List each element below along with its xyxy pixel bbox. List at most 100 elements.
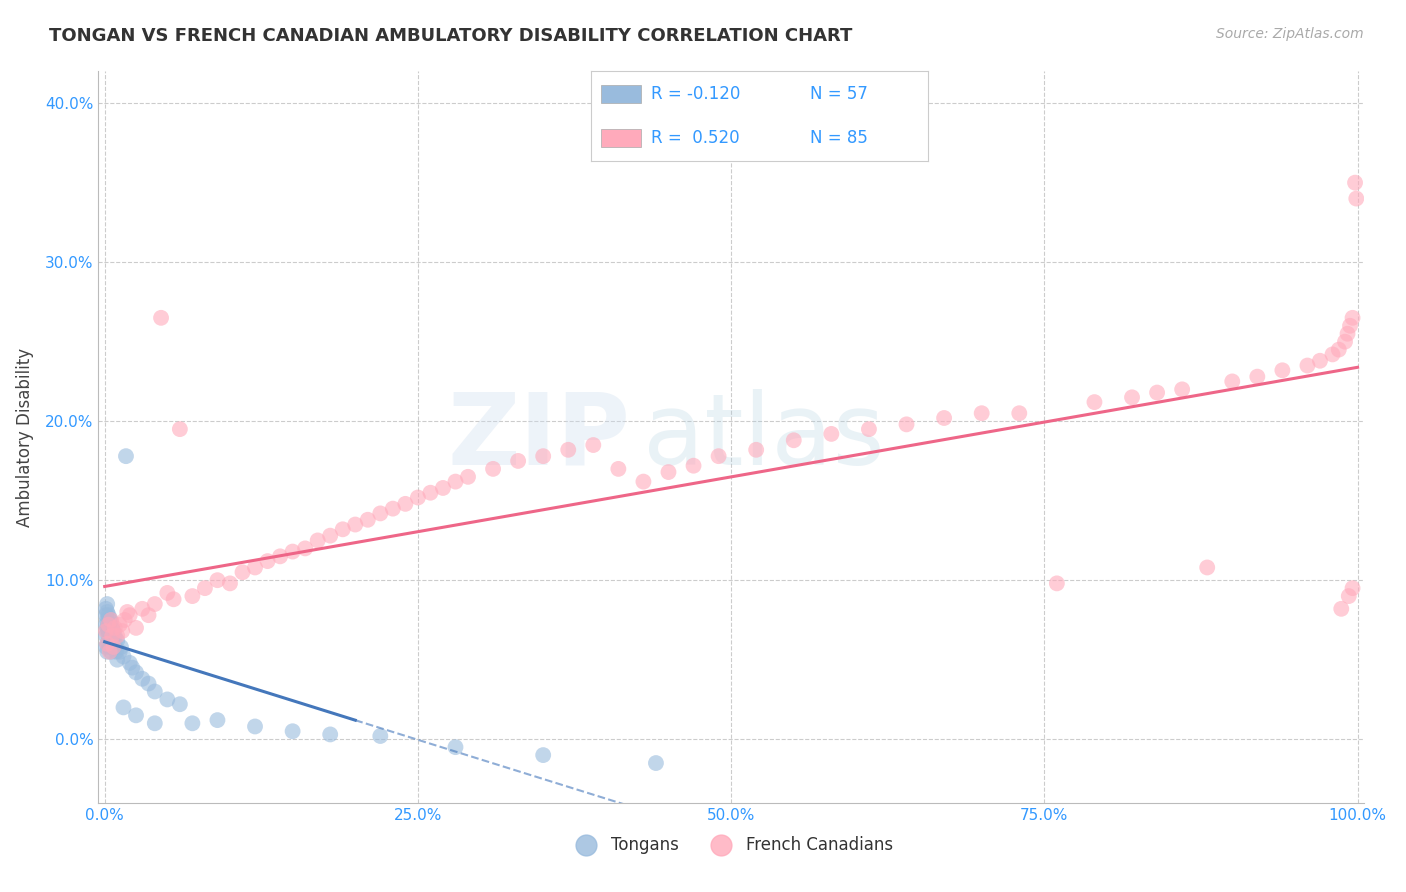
Point (103, 640, 125, 654)
Text: N = 85: N = 85 (810, 129, 868, 147)
Point (100, 645, 122, 659)
Point (1146, 385, 1168, 400)
Point (432, 481, 454, 495)
Point (858, 422, 880, 436)
Point (294, 541, 316, 556)
Point (101, 621, 124, 635)
Point (97, 637, 120, 651)
Point (112, 700, 135, 714)
Point (96, 597, 118, 611)
Point (118, 656, 141, 670)
Point (1246, 369, 1268, 384)
Point (381, 501, 404, 516)
Text: ZIP: ZIP (447, 389, 630, 485)
Point (1197, 560, 1219, 574)
Point (103, 624, 125, 638)
Point (1341, 581, 1364, 595)
Point (682, 458, 704, 473)
Point (98, 621, 121, 635)
Point (105, 653, 128, 667)
Point (1296, 359, 1319, 373)
Point (357, 513, 380, 527)
Point (419, 485, 441, 500)
Point (125, 708, 148, 723)
Point (231, 566, 253, 580)
Point (783, 434, 806, 448)
Point (406, 491, 429, 505)
Point (96, 637, 118, 651)
Point (101, 629, 124, 643)
Point (181, 589, 204, 603)
Point (101, 632, 124, 646)
Point (219, 576, 242, 591)
Point (1008, 406, 1031, 420)
Point (657, 465, 679, 479)
Point (319, 727, 342, 741)
Point (156, 586, 179, 600)
Point (94, 617, 117, 632)
Point (745, 442, 768, 457)
Text: Source: ZipAtlas.com: Source: ZipAtlas.com (1216, 27, 1364, 41)
Point (98, 611, 121, 625)
Point (531, 449, 554, 463)
Point (97, 617, 120, 632)
Point (820, 426, 842, 441)
Point (111, 624, 134, 638)
Point (131, 602, 153, 616)
Legend: Tongans, French Canadians: Tongans, French Canadians (562, 829, 900, 860)
Point (94, 608, 117, 623)
Point (94, 624, 117, 638)
Point (194, 581, 217, 595)
Point (269, 549, 291, 564)
Point (368, 507, 391, 521)
Point (94, 629, 117, 643)
Point (150, 310, 173, 325)
Point (1322, 347, 1344, 361)
Point (94, 640, 117, 654)
Point (444, 740, 467, 755)
Point (1046, 576, 1069, 591)
Point (104, 621, 127, 635)
Y-axis label: Ambulatory Disability: Ambulatory Disability (15, 348, 34, 526)
Point (108, 645, 131, 659)
Point (96, 637, 118, 651)
Point (633, 475, 655, 489)
Point (332, 522, 354, 536)
Point (1271, 363, 1294, 377)
Point (97, 608, 120, 623)
Point (138, 608, 160, 623)
Point (1341, 310, 1364, 325)
Point (98, 640, 121, 654)
Point (1171, 383, 1194, 397)
Point (1344, 176, 1367, 190)
Point (531, 748, 554, 763)
Point (104, 645, 127, 659)
Point (94, 602, 117, 616)
Point (281, 544, 304, 558)
Point (138, 676, 160, 690)
Point (96, 621, 118, 635)
Text: atlas: atlas (643, 389, 884, 485)
Point (96, 645, 118, 659)
Point (1337, 589, 1360, 603)
Point (1309, 353, 1331, 368)
Point (508, 454, 530, 468)
Point (1334, 334, 1357, 349)
Text: R = -0.120: R = -0.120 (651, 85, 741, 103)
Text: TONGAN VS FRENCH CANADIAN AMBULATORY DISABILITY CORRELATION CHART: TONGAN VS FRENCH CANADIAN AMBULATORY DIS… (49, 27, 852, 45)
Point (143, 597, 166, 611)
Point (307, 533, 329, 548)
Point (98, 633, 121, 648)
Point (105, 633, 128, 648)
Point (1330, 602, 1353, 616)
Point (98, 645, 121, 659)
Text: N = 57: N = 57 (810, 85, 868, 103)
Point (256, 554, 278, 568)
Point (281, 724, 304, 739)
Point (156, 692, 179, 706)
Point (932, 411, 955, 425)
Point (970, 406, 993, 420)
Point (169, 422, 191, 436)
Point (115, 605, 138, 619)
FancyBboxPatch shape (600, 129, 641, 147)
